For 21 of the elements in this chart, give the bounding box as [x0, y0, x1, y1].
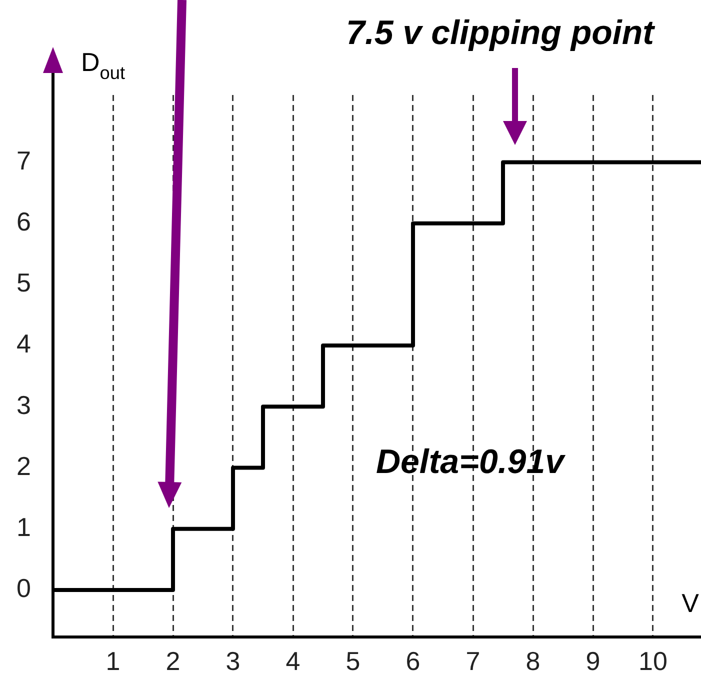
- x-tick-label: 4: [286, 646, 300, 676]
- x-tick-label: 3: [226, 646, 240, 676]
- x-tick-label: 7: [466, 646, 480, 676]
- x-axis-title: V: [682, 588, 700, 618]
- x-tick-label: 10: [638, 646, 668, 676]
- y-tick-label: 5: [16, 268, 31, 298]
- y-tick-label: 1: [16, 512, 31, 542]
- y-tick-label: 3: [16, 390, 31, 420]
- y-tick-label: 7: [16, 145, 31, 176]
- x-tick-label: 2: [166, 646, 180, 676]
- x-tick-label: 5: [346, 646, 360, 676]
- y-tick-label: 0: [16, 573, 31, 604]
- x-tick-label: 8: [526, 646, 540, 676]
- text: 7.5 v clipping point: [346, 14, 656, 52]
- y-tick-label: 2: [16, 450, 31, 481]
- x-tick-label: 1: [106, 646, 120, 676]
- y-tick-label: 4: [16, 328, 31, 359]
- y-tick-label: 6: [16, 206, 31, 236]
- annotation: Delta=0.91v: [376, 443, 566, 481]
- x-tick-label: 9: [586, 646, 600, 676]
- x-tick-label: 6: [406, 646, 420, 676]
